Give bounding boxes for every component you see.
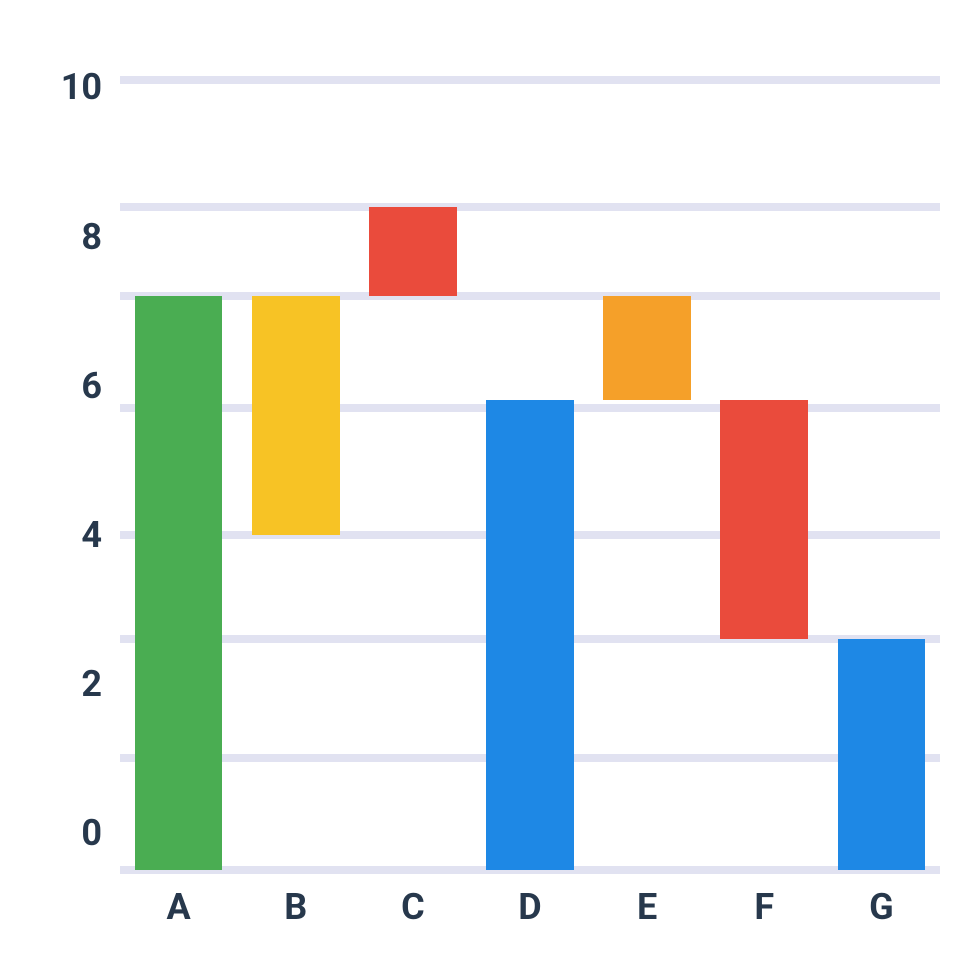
bar-d <box>486 400 574 870</box>
y-tick-label: 4 <box>81 514 102 556</box>
bar-b <box>252 296 340 534</box>
x-tick-label: B <box>284 886 307 928</box>
x-tick-label: G <box>869 886 894 928</box>
gridline <box>120 203 940 211</box>
gridline <box>120 292 940 300</box>
y-tick-label: 2 <box>81 663 102 705</box>
gridline <box>120 76 940 84</box>
y-tick-label: 8 <box>81 216 102 258</box>
x-tick-label: C <box>401 886 425 928</box>
x-tick-label: D <box>518 886 541 928</box>
x-tick-label: F <box>754 886 774 928</box>
bar-f <box>720 400 808 638</box>
y-tick-label: 6 <box>81 365 102 407</box>
bar-e <box>603 296 691 400</box>
plot-area: 0246810ABCDEFG <box>120 80 940 870</box>
x-tick-label: E <box>637 886 657 928</box>
bar-g <box>838 639 926 870</box>
waterfall-chart: 0 2 4 6 8 10 A B C D E F G <box>0 0 980 980</box>
bar-a <box>135 296 223 870</box>
x-tick-label: A <box>166 886 190 928</box>
y-tick-label: 0 <box>81 812 102 854</box>
y-tick-label: 10 <box>61 66 102 108</box>
bar-c <box>369 207 457 296</box>
